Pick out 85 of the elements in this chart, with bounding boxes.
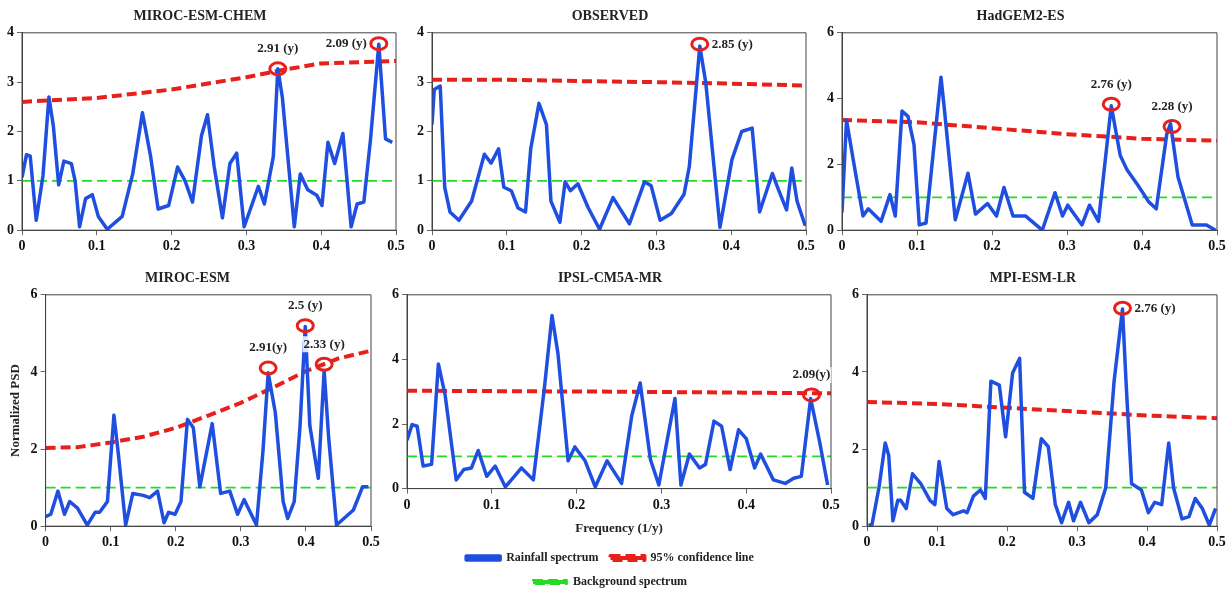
x-tick-label: 0.5 xyxy=(362,534,380,550)
x-tick-label: 0.3 xyxy=(1058,238,1076,254)
chart-title: MIROC-ESM xyxy=(145,270,230,286)
x-tick-label: 0.3 xyxy=(647,238,666,254)
y-tick-label: 1 xyxy=(417,172,424,188)
x-tick-label: 0 xyxy=(42,534,50,550)
x-tick-label: 0.4 xyxy=(312,238,330,254)
y-tick-label: 4 xyxy=(827,90,834,106)
y-tick-label: 0 xyxy=(30,517,38,533)
y-tick-label: 2 xyxy=(30,440,38,456)
x-tick-label: 0 xyxy=(18,238,26,254)
annotation: 2.76 (y) xyxy=(1134,299,1176,315)
y-tick-label: 0 xyxy=(417,221,424,237)
x-tick-label: 0.2 xyxy=(162,238,181,254)
x-tick-label: 0.1 xyxy=(928,534,946,550)
x-tick-label: 0 xyxy=(838,238,846,254)
x-tick-label: 0 xyxy=(403,496,411,512)
annotation: 2.33 (y) xyxy=(303,335,345,351)
annotation: 2.09 (y) xyxy=(325,35,367,51)
x-tick-label: 0.4 xyxy=(1138,534,1156,550)
y-tick-label: 3 xyxy=(7,73,14,89)
y-tick-label: 3 xyxy=(417,73,424,89)
chart-title: MPI-ESM-LR xyxy=(989,270,1078,286)
legend-label: Rainfall spectrum xyxy=(506,550,599,565)
y-tick-label: 6 xyxy=(827,24,834,40)
x-tick-label: 0.2 xyxy=(572,238,591,254)
x-tick-label: 0.1 xyxy=(483,496,501,512)
x-tick-label: 0.1 xyxy=(101,534,120,550)
x-tick-label: 0.3 xyxy=(237,238,256,254)
chart-title: HadGEM2-ES xyxy=(976,8,1065,24)
y-tick-label: 0 xyxy=(392,480,399,496)
y-tick-label: 4 xyxy=(852,363,859,379)
x-tick-label: 0.4 xyxy=(737,496,755,512)
x-tick-label: 0.5 xyxy=(822,496,840,512)
legend-label: 95% confidence line xyxy=(650,550,755,565)
x-tick-label: 0 xyxy=(863,534,871,550)
annotation: 2.09(y) xyxy=(792,366,831,382)
x-axis-title: Frequency (1/y) xyxy=(575,519,663,535)
x-tick-label: 0.1 xyxy=(908,238,926,254)
y-tick-label: 0 xyxy=(7,221,14,237)
annotation: 2.76 (y) xyxy=(1090,75,1132,91)
x-tick-label: 0.3 xyxy=(1068,534,1086,550)
y-tick-label: 0 xyxy=(852,517,859,533)
chart-title: OBSERVED xyxy=(571,8,649,24)
y-tick-label: 2 xyxy=(7,123,14,139)
x-tick-label: 0.2 xyxy=(567,496,586,512)
x-tick-label: 0.2 xyxy=(167,534,185,550)
chart-title: MIROC-ESM-CHEM xyxy=(133,8,267,24)
x-tick-label: 0.5 xyxy=(797,238,815,254)
y-tick-label: 0 xyxy=(827,221,834,237)
y-axis-title: Normalized PSD xyxy=(7,364,23,457)
x-tick-label: 0.4 xyxy=(1133,238,1151,254)
line-series xyxy=(867,400,1217,421)
x-tick-label: 0.1 xyxy=(498,238,516,254)
annotation: 2.5 (y) xyxy=(287,297,323,313)
annotation: 2.85 (y) xyxy=(711,35,753,51)
line-series xyxy=(22,58,396,104)
y-tick-label: 2 xyxy=(392,415,399,431)
annotation: 2.91(y) xyxy=(249,339,288,355)
x-tick-label: 0.2 xyxy=(983,238,1001,254)
annotation: 2.28 (y) xyxy=(1151,97,1193,113)
y-tick-label: 6 xyxy=(30,286,38,302)
y-tick-label: 6 xyxy=(392,286,399,302)
x-tick-label: 0.5 xyxy=(1208,238,1226,254)
x-tick-label: 0.4 xyxy=(297,534,315,550)
x-tick-label: 0.3 xyxy=(232,534,250,550)
chart-title: IPSL-CM5A-MR xyxy=(557,270,663,286)
x-tick-label: 0.1 xyxy=(88,238,106,254)
y-tick-label: 6 xyxy=(852,286,859,302)
x-tick-label: 0.2 xyxy=(998,534,1016,550)
x-tick-label: 0.4 xyxy=(722,238,740,254)
legend-label: Background spectrum xyxy=(572,574,688,589)
y-tick-label: 2 xyxy=(827,156,834,172)
y-tick-label: 1 xyxy=(7,172,14,188)
x-tick-label: 0.3 xyxy=(652,496,671,512)
y-tick-label: 2 xyxy=(417,123,424,139)
y-tick-label: 4 xyxy=(7,24,14,40)
y-tick-label: 4 xyxy=(417,24,424,40)
y-tick-label: 4 xyxy=(30,363,38,379)
y-tick-label: 2 xyxy=(852,440,859,456)
y-tick-label: 4 xyxy=(392,351,399,367)
x-tick-label: 0 xyxy=(428,238,436,254)
annotation: 2.91 (y) xyxy=(257,40,299,56)
x-tick-label: 0.5 xyxy=(387,238,405,254)
x-tick-label: 0.5 xyxy=(1208,534,1226,550)
